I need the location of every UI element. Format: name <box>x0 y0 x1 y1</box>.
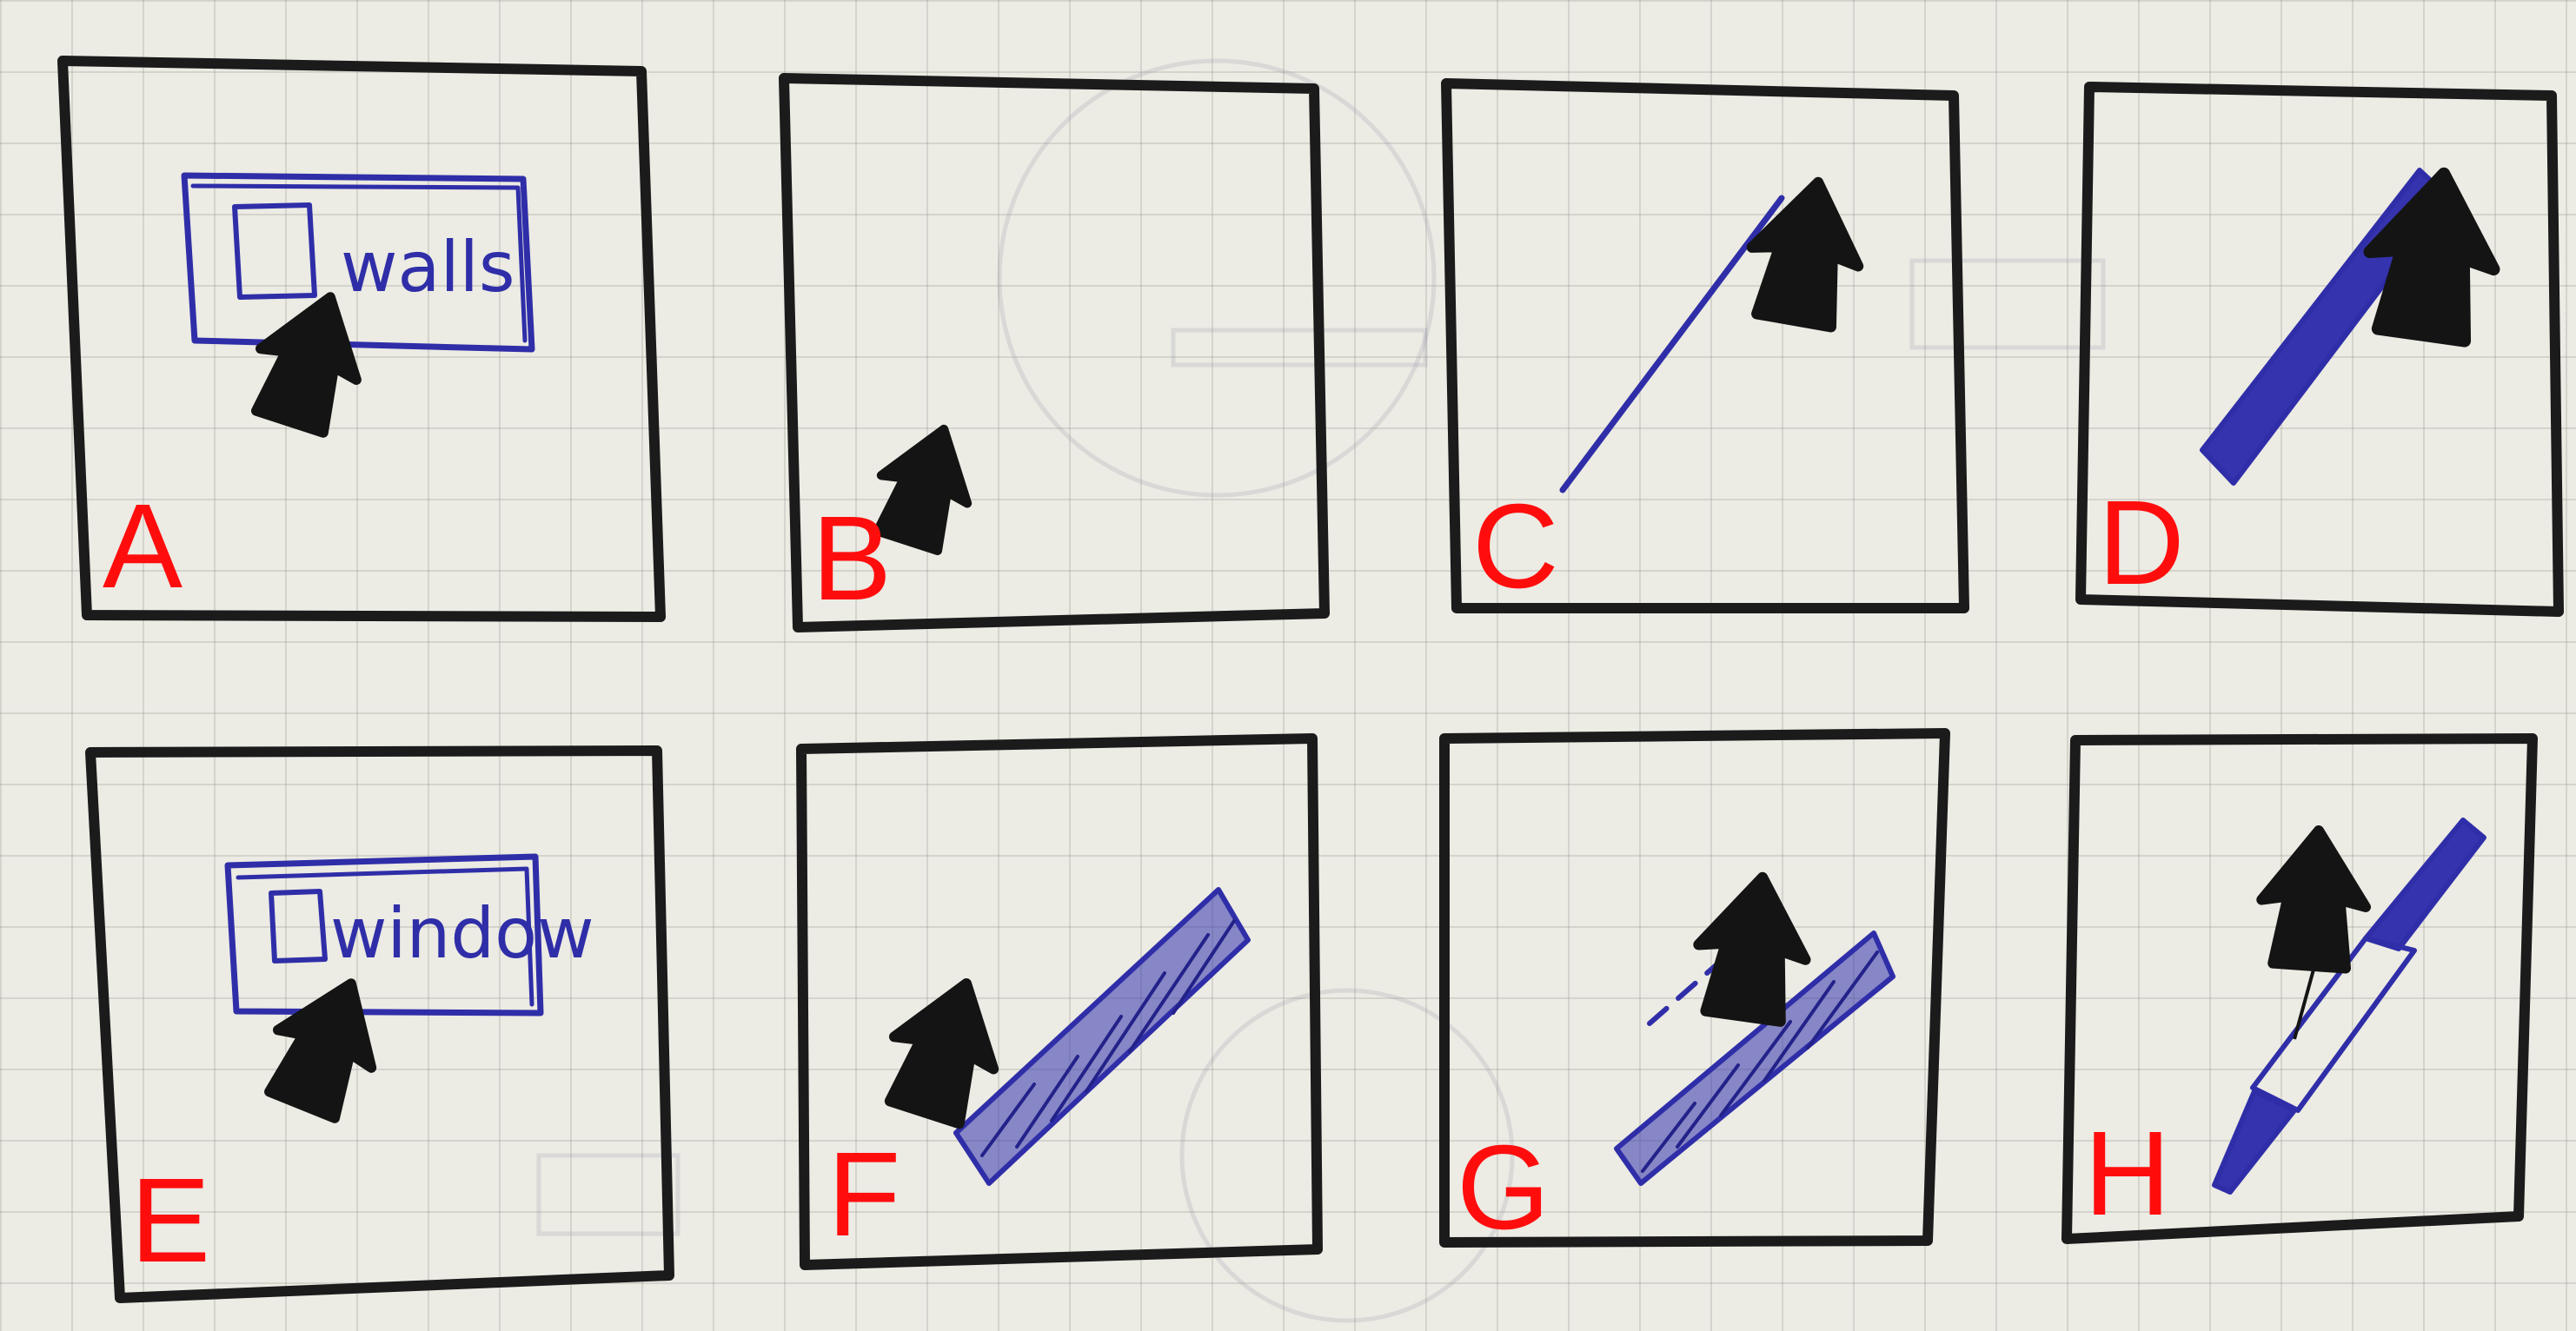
cursor-arrow-icon <box>2257 827 2371 970</box>
wall-guide-dashed <box>1647 934 1751 1026</box>
panel-d: D <box>2075 82 2564 617</box>
panel-letter: E <box>130 1154 210 1288</box>
wall-segment <box>1614 930 1895 1186</box>
panel-g: G <box>1439 728 1950 1255</box>
cursor-arrow-icon <box>256 964 398 1123</box>
panel-frame <box>1441 78 1969 613</box>
panel-letter: B <box>812 492 892 626</box>
checkbox-icon[interactable] <box>269 889 328 963</box>
cursor-trail <box>2293 969 2315 1040</box>
panel-frame <box>57 56 666 622</box>
wall-split <box>2212 818 2486 1195</box>
panel-h: H <box>2061 733 2538 1244</box>
panel-c: C <box>1441 78 1969 613</box>
cursor-arrow-icon <box>1741 173 1871 329</box>
panel-a: walls A <box>57 56 666 622</box>
background-sketch-marks <box>536 58 2106 1323</box>
panel-letter: G <box>1457 1121 1550 1255</box>
context-menu: walls <box>181 172 535 353</box>
panel-letter: D <box>2098 476 2185 610</box>
panel-letter: A <box>103 480 183 613</box>
panel-b: B <box>779 73 1330 632</box>
cursor-arrow-icon <box>2360 165 2506 343</box>
panel-letter: H <box>2084 1107 2171 1241</box>
wall-segment <box>953 887 1251 1186</box>
panel-frame <box>796 733 1323 1270</box>
checkbox-icon[interactable] <box>232 202 317 300</box>
context-menu: window <box>224 853 594 1016</box>
menu-item-label: walls <box>341 227 515 308</box>
panel-e: window E <box>85 745 674 1303</box>
panel-frame <box>85 745 674 1303</box>
panel-frame <box>1439 728 1950 1248</box>
wall-segment-bottom <box>2212 1089 2297 1195</box>
wall-guide-line <box>1559 195 1785 493</box>
panel-f: F <box>796 733 1323 1270</box>
menu-item-label: window <box>330 893 594 974</box>
panel-frame <box>2075 82 2564 617</box>
panel-frame <box>2061 733 2538 1244</box>
panel-letter: C <box>1472 480 1559 613</box>
wall-segment-top <box>2363 818 2486 951</box>
panel-letter: F <box>827 1128 900 1261</box>
panel-frame <box>779 73 1330 632</box>
